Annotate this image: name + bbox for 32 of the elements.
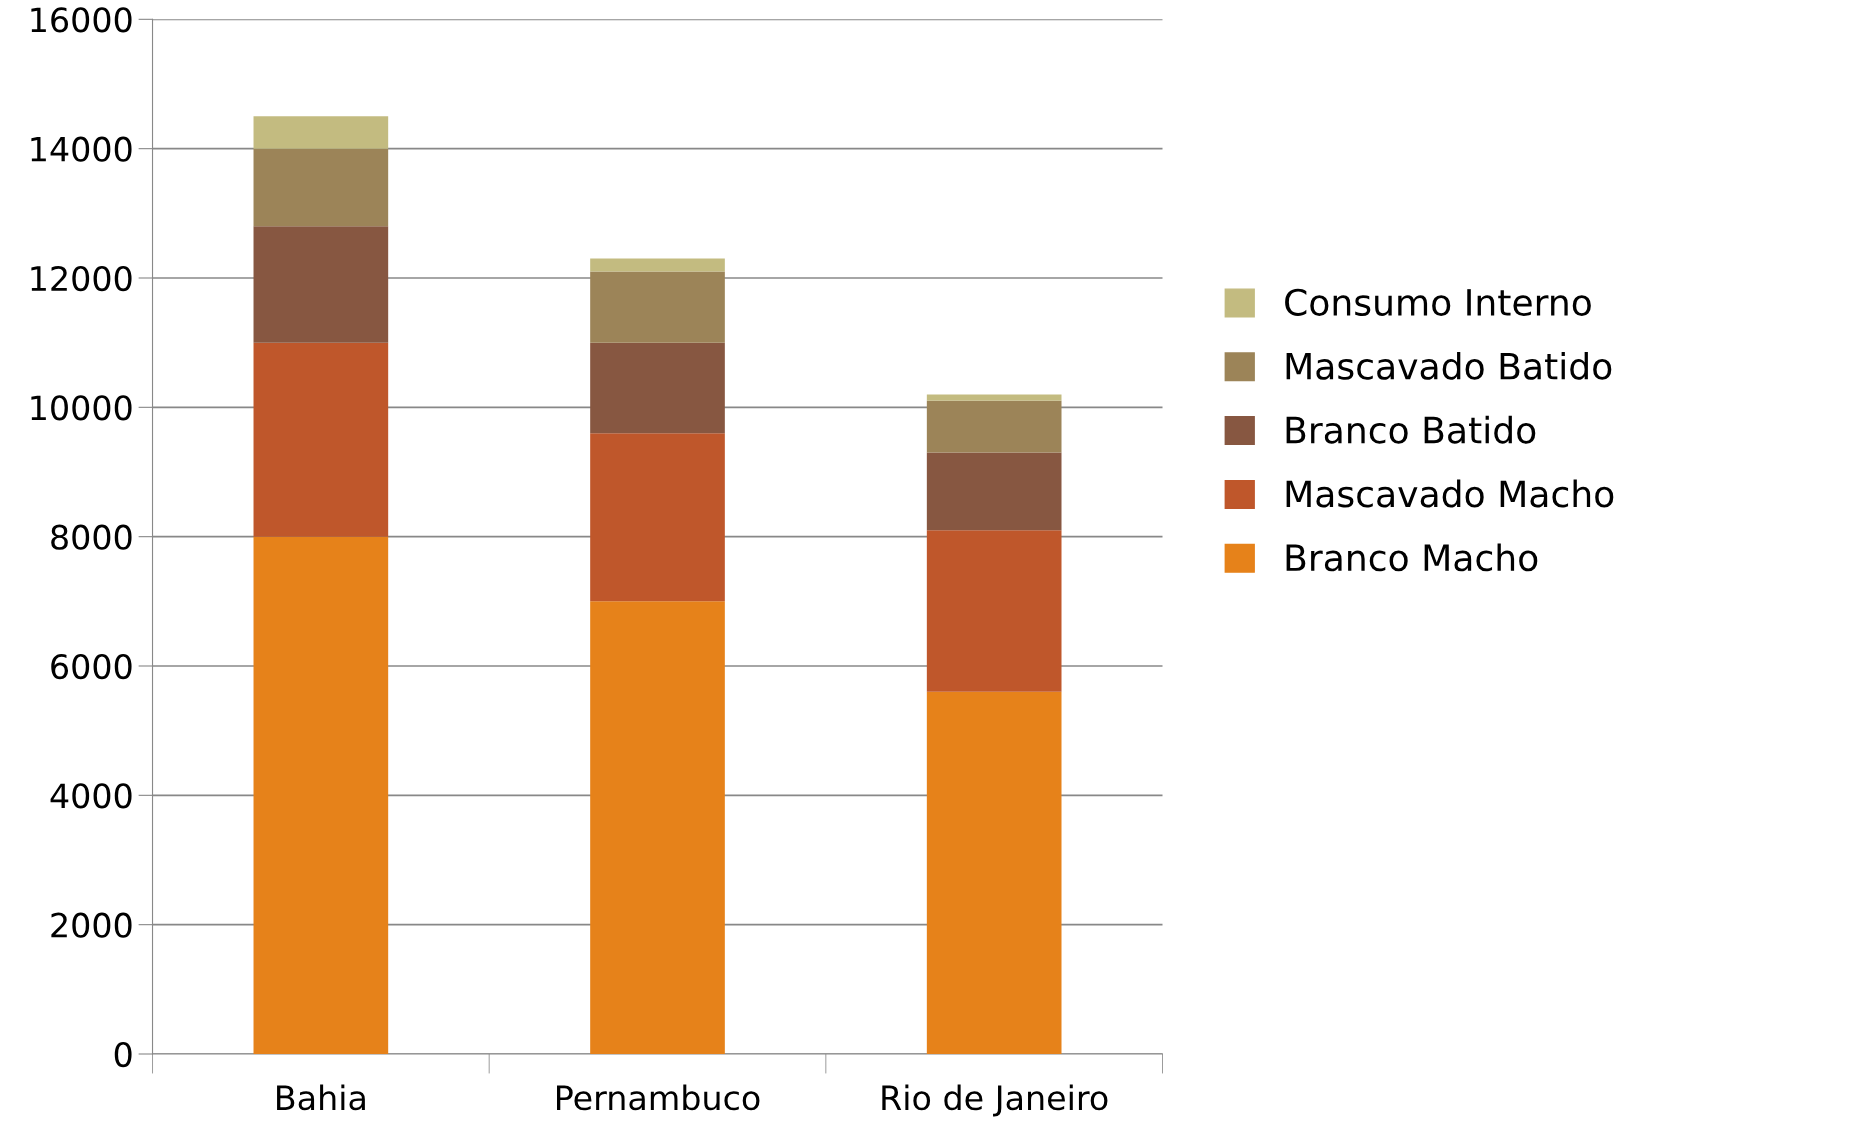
y-tick-label: 10000 (31, 395, 132, 421)
y-tick-label: 2000 (51, 912, 132, 938)
y-tick-label: 0 (114, 1041, 132, 1068)
y-tick-label: 12000 (31, 265, 132, 292)
bar (926, 394, 1062, 401)
y-tick-label: 14000 (31, 136, 132, 162)
bar (253, 116, 389, 149)
y-tick-label: 4000 (50, 783, 132, 809)
x-tick-label: Rio de Janeiro (882, 1084, 1108, 1117)
bar (590, 271, 725, 343)
bar (590, 433, 725, 602)
legend-label: Mascavado Macho (1286, 479, 1614, 508)
bar (926, 691, 1062, 1054)
bar (926, 452, 1062, 531)
legend-label: Consumo Interno (1285, 288, 1591, 316)
x-tick-label: Bahia (277, 1084, 365, 1111)
bar (253, 148, 389, 227)
bar (590, 601, 725, 1054)
x-tick-label: Pernambuco (557, 1084, 760, 1111)
legend-label: Mascavado Batido (1286, 351, 1612, 380)
bar (253, 536, 389, 1054)
legend-label: Branco Macho (1286, 543, 1538, 572)
legend-label: Branco Batido (1286, 415, 1536, 444)
bar (590, 342, 725, 434)
bar (926, 530, 1062, 692)
bar (926, 400, 1062, 453)
bar (590, 258, 725, 272)
bar (253, 342, 389, 537)
y-tick-label: 16000 (31, 7, 132, 33)
y-tick-label: 6000 (51, 653, 132, 680)
y-tick-label: 8000 (51, 524, 132, 550)
bar (253, 226, 389, 343)
